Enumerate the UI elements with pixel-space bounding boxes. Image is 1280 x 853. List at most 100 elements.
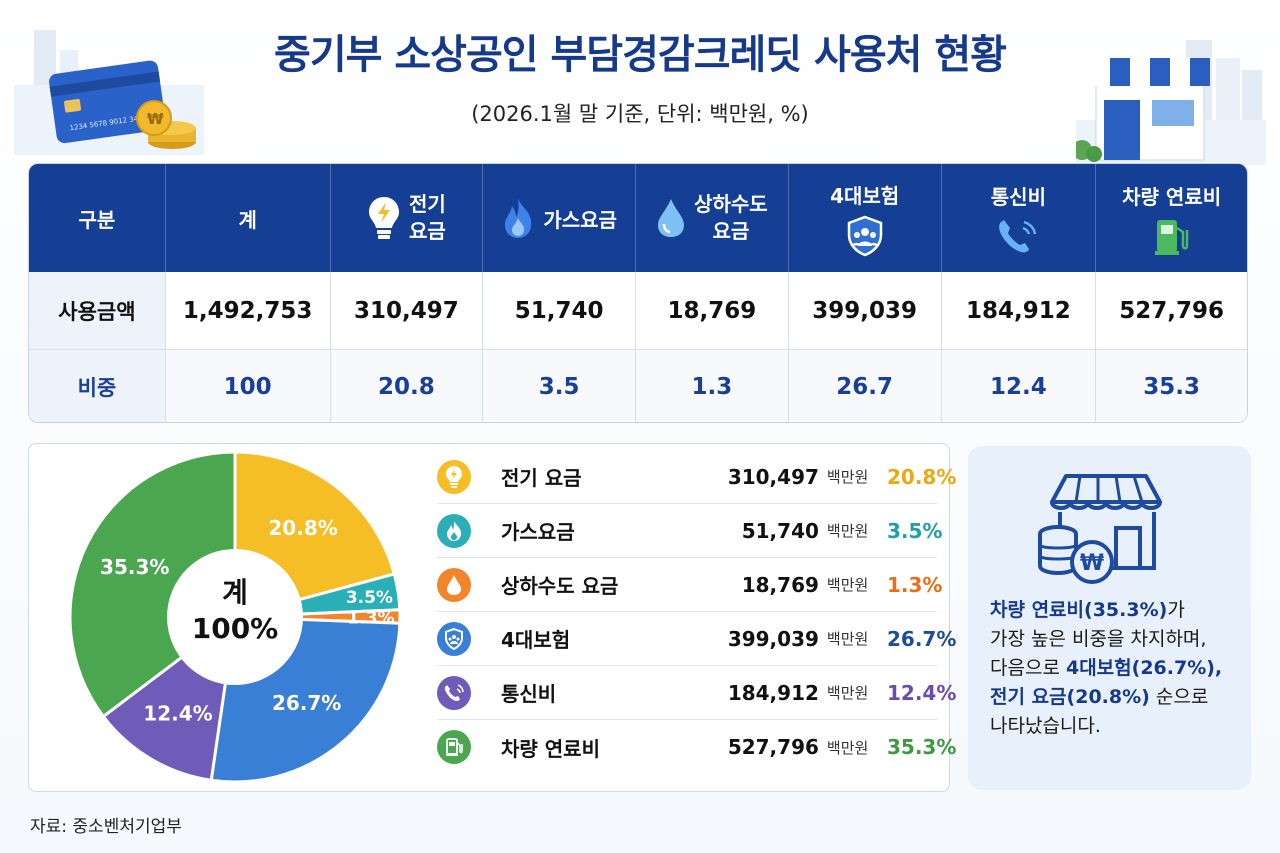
flame-icon xyxy=(437,513,471,548)
share-telecom: 12.4 xyxy=(942,350,1097,422)
legend-row-telecom: 통신비 184,912 백만원 12.4% xyxy=(437,666,957,720)
phone-icon xyxy=(437,675,471,710)
share-row-label: 비중 xyxy=(29,350,166,422)
share-insurance: 26.7 xyxy=(789,350,942,422)
legend-row-water: 상하수도 요금 18,769 백만원 1.3% xyxy=(437,558,943,612)
water-drop-icon xyxy=(437,567,471,602)
credit-card-coins-illustration: 1234 5678 9012 3456 ₩ xyxy=(14,30,204,155)
legend-unit: 백만원 xyxy=(826,468,869,486)
legend-name-electricity: 전기 요금 xyxy=(501,466,582,490)
lightbulb-icon xyxy=(368,197,399,239)
pie-label-insurance: 26.7% xyxy=(272,691,341,715)
legend-name-gas: 가스요금 xyxy=(501,520,575,544)
flame-icon xyxy=(505,198,532,238)
fuel-pump-icon xyxy=(437,730,471,764)
pie-label-water: 1.3% xyxy=(347,609,394,629)
note-highlight-insurance: 4대보험(26.7%), xyxy=(1065,657,1223,679)
legend-row-insurance: 4대보험 399,039 백만원 26.7% xyxy=(437,612,957,666)
legend-row-gas: 가스요금 51,740 백만원 3.5% xyxy=(437,504,943,558)
share-gas: 3.5 xyxy=(483,350,637,422)
header-gas: 가스요금 xyxy=(483,164,637,272)
legend-unit: 백만원 xyxy=(826,630,869,648)
legend-name-fuel: 차량 연료비 xyxy=(501,736,600,761)
summary-text: 차량 연료비(35.3%)가 가장 높은 비중을 차지하며, 다음으로 4대보험… xyxy=(990,596,1240,741)
share-electricity: 20.8 xyxy=(331,350,484,422)
legend-amount-water: 18,769 xyxy=(741,572,819,597)
amount-fuel: 527,796 xyxy=(1119,297,1225,324)
amount-row: 사용금액 1,492,753 310,497 51,740 18,769 399… xyxy=(29,272,1247,350)
header-insurance: 4대보험 xyxy=(789,164,942,272)
legend-amount-telecom: 184,912 xyxy=(727,680,819,705)
header-water-label2: 요금 xyxy=(712,219,750,243)
legend-unit: 백만원 xyxy=(826,738,869,757)
svg-text:₩: ₩ xyxy=(147,110,164,128)
page-title: 중기부 소상공인 부담경감크레딧 사용처 현황 xyxy=(274,32,1007,78)
summary-note: ₩ 차량 연료비(35.3%)가 가장 높은 비중을 차지하며, 다음으로 4대… xyxy=(968,446,1251,790)
pie-label-gas: 3.5% xyxy=(346,588,393,608)
header-total: 계 xyxy=(166,164,331,272)
note-text-2: 가장 높은 비중을 차지하며, xyxy=(990,628,1207,650)
pie-center-value: 100% xyxy=(192,612,279,645)
legend-pct-insurance: 26.7% xyxy=(887,626,957,651)
page-subtitle: (2026.1월 말 기준, 단위: 백만원, %) xyxy=(471,102,809,126)
pie-slice-fuel xyxy=(68,450,237,719)
amount-row-label: 사용금액 xyxy=(29,272,166,349)
legend-name-water: 상하수도 요금 xyxy=(501,574,619,598)
note-text-5: 나타났습니다. xyxy=(990,715,1101,737)
pie-label-fuel: 35.3% xyxy=(100,555,169,579)
amount-gas: 51,740 xyxy=(483,272,637,349)
header-electricity-label1: 전기 xyxy=(408,192,446,216)
amount-telecom: 184,912 xyxy=(942,272,1097,349)
store-coin-icon: ₩ xyxy=(1038,474,1162,584)
chart-legend: 전기 요금 310,497 백만원 20.8% 가스요금 51,740 백만원 … xyxy=(437,450,957,774)
share-row: 비중 100 20.8 3.5 1.3 26.7 12.4 35.3 xyxy=(29,350,1247,422)
note-highlight-electricity: 전기 요금(20.8%) xyxy=(990,686,1150,708)
pie-chart: 20.8% 3.5%1.3% 26.7% 12.4% 35.3% 계 100% xyxy=(68,450,402,784)
note-text-4b: 순으로 xyxy=(1149,686,1209,708)
legend-amount-gas: 51,740 xyxy=(741,518,819,543)
note-highlight-fuel: 차량 연료비(35.3%) xyxy=(990,599,1168,621)
svg-text:₩: ₩ xyxy=(1080,551,1104,576)
legend-row-fuel: 차량 연료비 527,796 백만원 35.3% xyxy=(437,720,956,774)
header-fuel-label: 차량 연료비 xyxy=(1122,184,1222,209)
legend-unit: 백만원 xyxy=(826,522,869,540)
share-fuel: 35.3 xyxy=(1143,373,1201,400)
legend-pct-water: 1.3% xyxy=(887,572,943,597)
legend-pct-electricity: 20.8% xyxy=(887,464,957,489)
legend-unit: 백만원 xyxy=(826,576,869,594)
note-text-3a: 다음으로 xyxy=(990,657,1066,679)
header-water-label1: 상하수도 xyxy=(694,192,768,216)
pie-label-electricity: 20.8% xyxy=(268,516,337,540)
legend-name-telecom: 통신비 xyxy=(501,682,557,706)
header-insurance-label: 4대보험 xyxy=(830,183,900,208)
fuel-pump-icon xyxy=(1154,219,1188,255)
amount-electricity: 310,497 xyxy=(331,272,484,349)
phone-icon xyxy=(999,219,1037,252)
header-telecom: 통신비 xyxy=(942,164,1097,272)
chart-panel: 20.8% 3.5% 1.3% 26.7% 12.4% 35.3% 계 100% 전기 요… xyxy=(28,443,957,792)
legend-unit: 백만원 xyxy=(826,684,869,702)
source-note: 자료: 중소벤처기업부 xyxy=(30,817,182,837)
header-category: 구분 xyxy=(29,164,166,272)
header-electricity: 전기 요금 xyxy=(331,164,484,272)
legend-name-insurance: 4대보험 xyxy=(501,628,571,652)
water-drop-icon xyxy=(658,199,685,237)
insurance-shield-icon xyxy=(437,621,471,656)
amount-water: 18,769 xyxy=(636,272,789,349)
share-water: 1.3 xyxy=(636,350,789,422)
legend-amount-fuel: 527,796 xyxy=(727,735,819,759)
share-total: 100 xyxy=(166,350,331,422)
pie-center-hole xyxy=(167,549,303,685)
legend-amount-insurance: 399,039 xyxy=(727,626,819,651)
lightbulb-icon xyxy=(437,459,471,494)
amount-total: 1,492,753 xyxy=(166,272,331,349)
note-text-1b: 가 xyxy=(1167,599,1185,621)
pie-label-telecom: 12.4% xyxy=(143,701,212,725)
legend-amount-electricity: 310,497 xyxy=(727,464,819,489)
legend-pct-gas: 3.5% xyxy=(887,518,943,543)
header-gas-label: 가스요금 xyxy=(543,207,617,232)
legend-pct-telecom: 12.4% xyxy=(887,680,957,705)
